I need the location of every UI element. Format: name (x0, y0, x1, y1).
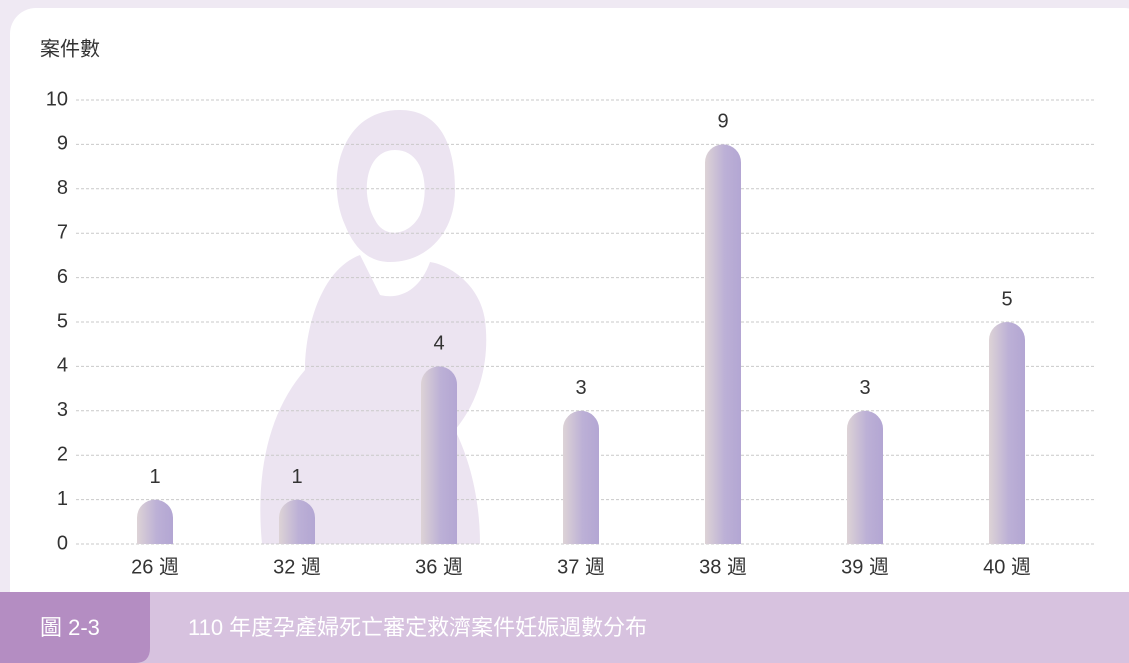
y-axis-title: 案件數 (40, 37, 100, 60)
x-tick-label: 37 週 (557, 555, 605, 578)
x-tick-label: 39 週 (841, 555, 889, 578)
x-tick-label: 32 週 (273, 555, 321, 578)
caption-title: 110 年度孕產婦死亡審定救濟案件妊娠週數分布 (188, 615, 647, 640)
y-tick-label: 0 (57, 532, 68, 554)
y-tick-label: 1 (57, 488, 68, 510)
x-tick-label: 36 週 (415, 555, 463, 578)
bar (421, 366, 457, 544)
bar (847, 410, 883, 544)
y-tick-label: 4 (57, 355, 68, 377)
y-tick-label: 6 (57, 266, 68, 288)
y-tick-label: 5 (57, 310, 68, 332)
value-label: 4 (433, 333, 444, 355)
x-tick-label: 26 週 (131, 555, 179, 578)
y-tick-label: 3 (57, 399, 68, 421)
value-label: 3 (859, 377, 870, 399)
y-tick-label: 8 (57, 177, 68, 199)
y-tick-label: 2 (57, 443, 68, 465)
value-label: 3 (575, 377, 586, 399)
y-tick-label: 9 (57, 133, 68, 155)
value-label: 1 (149, 466, 160, 488)
caption-band (0, 592, 1129, 663)
value-label: 1 (291, 466, 302, 488)
bar (989, 322, 1025, 544)
y-tick-label: 7 (57, 221, 68, 243)
figure-label-box (0, 592, 150, 663)
y-tick-label: 10 (46, 88, 68, 110)
x-tick-label: 40 週 (983, 555, 1031, 578)
figure-label: 圖 2-3 (40, 615, 100, 640)
bar (279, 499, 315, 544)
bar (705, 144, 741, 544)
bar (137, 499, 173, 544)
bar (563, 410, 599, 544)
x-tick-label: 38 週 (699, 555, 747, 578)
value-label: 5 (1001, 288, 1012, 310)
value-label: 9 (717, 111, 728, 133)
